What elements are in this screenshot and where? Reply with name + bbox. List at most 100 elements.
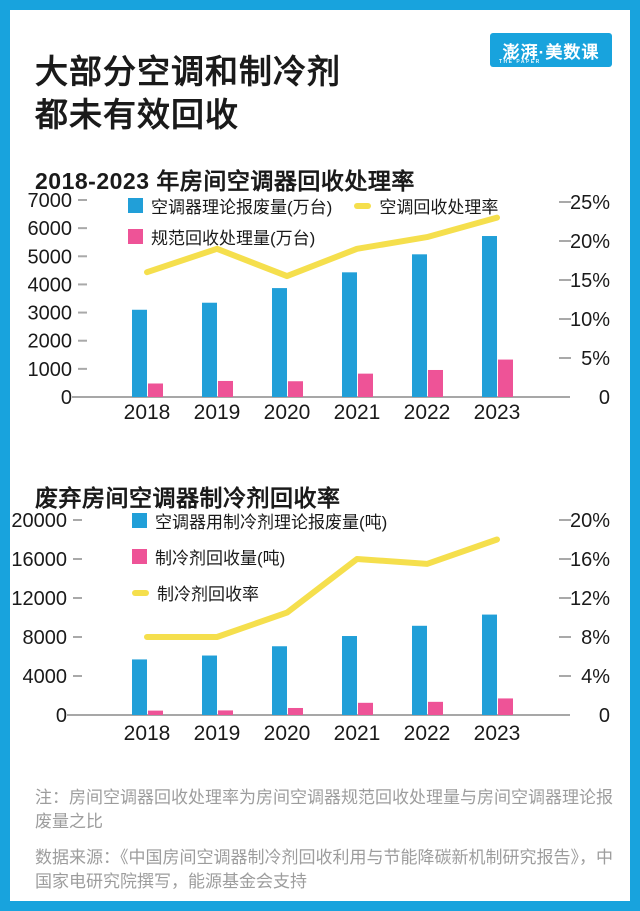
chart2-bar-s2-2018 (148, 710, 163, 715)
chart2-bar-s1-2022 (412, 625, 427, 715)
chart1-bar-s1-2019 (202, 302, 217, 397)
legend-row: 空调器理论报废量(万台) 空调回收处理率 (128, 193, 520, 218)
chart2-left-tick-label: 0 (56, 705, 67, 727)
chart2-right-tick-label: 20% (570, 510, 610, 532)
legend-row: 制冷剂回收率 (132, 580, 409, 605)
chart2-x-label-2019: 2019 (194, 722, 241, 745)
chart2-trend-line (144, 536, 500, 640)
chart2-bar-s1-2020 (272, 646, 287, 715)
chart2-x-label-2022: 2022 (404, 722, 451, 745)
chart2-bar-s1-2023 (482, 614, 497, 715)
chart1-left-tick-label: 6000 (28, 218, 73, 240)
chart1-bar-s2-2023 (498, 359, 513, 397)
legend-item: 制冷剂回收率 (132, 580, 259, 605)
chart2-x-label-2023: 2023 (474, 722, 521, 745)
chart2-bar-s2-2020 (288, 707, 303, 715)
footnotes: 注：房间空调器回收处理率为房间空调器规范回收处理量与房间空调器理论报废量之比 数… (35, 786, 613, 901)
chart2: 20000 16000 12000 8000 4000 0 20% 16% 12% 8% 4% 0 20… (10, 500, 630, 755)
chart1-canvas: 7000 6000 5000 4000 3000 2000 1000 0 25% 20% 15% 10… (28, 190, 611, 424)
chart1-title: 2018-2023 年房间空调器回收处理率 (35, 168, 415, 195)
yellow-line-swatch-icon (132, 589, 149, 596)
chart1-bar-s2-2020 (288, 381, 303, 397)
chart2-title: 废弃房间空调器制冷剂回收率 (35, 485, 341, 512)
chart2-left-tick-label: 8000 (23, 627, 68, 649)
legend-label: 制冷剂回收率 (157, 585, 259, 604)
chart1-x-label-2019: 2019 (194, 401, 241, 424)
chart1-x-label-2020: 2020 (264, 401, 311, 424)
chart1-right-tick-label: 5% (581, 348, 610, 370)
chart2-right-tick-label: 12% (570, 588, 610, 610)
chart1-bar-s1-2020 (272, 288, 287, 397)
legend-label: 空调回收处理率 (379, 198, 499, 217)
chart1-bar-s1-2022 (412, 254, 427, 397)
chart2-bar-s1-2018 (132, 659, 147, 715)
chart2-right-tick-label: 8% (581, 627, 610, 649)
chart2-right-tick-label: 16% (570, 549, 610, 571)
chart2-x-label-2021: 2021 (334, 722, 381, 745)
publisher-logo: 澎湃·美数课 THE PAPER (490, 33, 612, 67)
chart1-left-tick-label: 5000 (28, 246, 73, 268)
chart1-legend: 空调器理论报废量(万台) 空调回收处理率 规范回收处理量(万台) (128, 193, 520, 255)
chart2-bar-s2-2021 (358, 702, 373, 715)
source-text: 数据来源：《中国房间空调器制冷剂回收利用与节能降碳新机制研究报告》，中国家电研究… (35, 848, 613, 891)
chart1-right-tick-label: 0 (599, 387, 610, 409)
chart2-canvas: 20000 16000 12000 8000 4000 0 20% 16% 12% 8% 4% 0 20… (11, 510, 610, 745)
chart1-left-tick-label: 7000 (28, 190, 73, 212)
main-title: 大部分空调和制冷剂 都未有效回收 (35, 53, 341, 134)
chart1-left-tick-label: 2000 (28, 331, 73, 353)
chart2-x-label-2020: 2020 (264, 722, 311, 745)
chart2-bar-s2-2022 (428, 701, 443, 715)
logo-subtext: THE PAPER (499, 59, 541, 65)
chart1-right-tick-label: 15% (570, 270, 610, 292)
chart2-bar-s1-2019 (202, 655, 217, 715)
legend-row: 制冷剂回收量(吨) (132, 544, 409, 569)
chart1-right-tick-label: 20% (570, 231, 610, 253)
chart1-right-tick-label: 25% (570, 192, 610, 214)
chart2-right-tick-label: 4% (581, 666, 610, 688)
blue-bar-swatch-icon (128, 198, 143, 213)
chart2-bar-s2-2019 (218, 710, 233, 715)
legend-item: 规范回收处理量(万台) (128, 224, 315, 249)
chart2-right-tick-label: 0 (599, 705, 610, 727)
legend-row: 空调器用制冷剂理论报废量(吨) (132, 508, 409, 533)
chart1-left-tick-label: 4000 (28, 274, 73, 296)
chart1-bar-s1-2018 (132, 309, 147, 397)
chart2-legend: 空调器用制冷剂理论报废量(吨) 制冷剂回收量(吨) 制冷剂回收率 (132, 508, 409, 616)
legend-label: 制冷剂回收量(吨) (155, 549, 286, 568)
chart2-left-tick-label: 12000 (11, 588, 67, 610)
chart1-bar-s2-2022 (428, 369, 443, 397)
chart1-x-label-2021: 2021 (334, 401, 381, 424)
chart1-left-tick-label: 1000 (28, 359, 73, 381)
chart2-bar-s1-2021 (342, 636, 357, 715)
chart1-left-tick-label: 0 (61, 387, 72, 409)
chart2-left-tick-label: 16000 (11, 549, 67, 571)
chart2-left-tick-label: 20000 (11, 510, 67, 532)
note-text: 注：房间空调器回收处理率为房间空调器规范回收处理量与房间空调器理论报废量之比 (35, 788, 613, 831)
chart1-bar-s2-2021 (358, 373, 373, 397)
chart1-trend-line (144, 214, 500, 280)
chart2-x-label-2018: 2018 (124, 722, 171, 745)
blue-bar-swatch-icon (132, 513, 147, 528)
chart1-x-label-2023: 2023 (474, 401, 521, 424)
legend-row: 规范回收处理量(万台) (128, 224, 520, 249)
chart1-bar-s2-2019 (218, 380, 233, 397)
legend-label: 规范回收处理量(万台) (151, 229, 316, 248)
chart1-left-tick-label: 3000 (28, 303, 73, 325)
pink-bar-swatch-icon (132, 549, 147, 564)
legend-item: 空调器理论报废量(万台) (128, 193, 332, 218)
chart1-x-label-2022: 2022 (404, 401, 451, 424)
legend-item: 制冷剂回收量(吨) (132, 544, 285, 569)
legend-item: 空调回收处理率 (354, 193, 498, 218)
chart1-bar-s2-2018 (148, 383, 163, 397)
chart1-bar-s1-2023 (482, 236, 497, 397)
pink-bar-swatch-icon (128, 229, 143, 244)
chart1-right-tick-label: 10% (570, 309, 610, 331)
legend-label: 空调器用制冷剂理论报废量(吨) (155, 513, 388, 532)
chart1-bar-s1-2021 (342, 272, 357, 397)
logo-text: 澎湃·美数课 (502, 42, 600, 62)
chart2-bar-s2-2023 (498, 698, 513, 715)
chart2-left-tick-label: 4000 (23, 666, 68, 688)
yellow-line-swatch-icon (354, 202, 372, 209)
legend-item: 空调器用制冷剂理论报废量(吨) (132, 508, 387, 533)
